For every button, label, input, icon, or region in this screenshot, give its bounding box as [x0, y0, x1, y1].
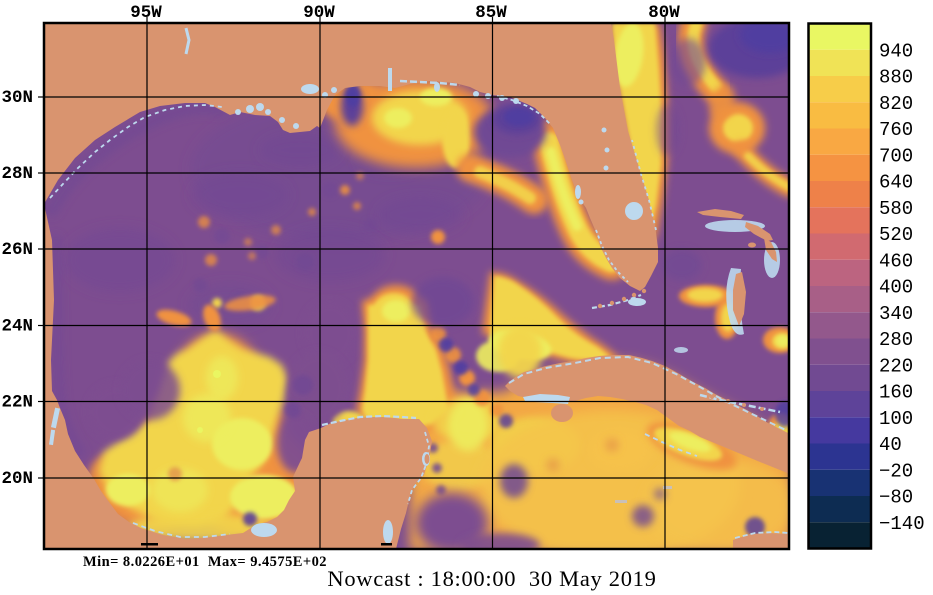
svg-text:26N: 26N [1, 240, 33, 260]
svg-text:22N: 22N [1, 393, 33, 413]
svg-text:40: 40 [879, 434, 902, 456]
svg-text:160: 160 [879, 382, 913, 404]
svg-text:820: 820 [879, 93, 913, 115]
svg-text:80W: 80W [648, 3, 680, 23]
svg-text:28N: 28N [1, 164, 33, 184]
svg-text:940: 940 [879, 40, 913, 62]
svg-text:220: 220 [879, 355, 913, 377]
svg-text:Min= 8.0226E+01 Max= 9.4575E+: Min= 8.0226E+01 Max= 9.4575E+02 [83, 554, 327, 570]
svg-text:700: 700 [879, 145, 913, 167]
svg-text:460: 460 [879, 250, 913, 272]
svg-text:95W: 95W [130, 3, 162, 23]
svg-text:280: 280 [879, 329, 913, 351]
svg-text:85W: 85W [475, 3, 507, 23]
svg-text:30N: 30N [1, 88, 33, 108]
svg-text:90W: 90W [303, 3, 335, 23]
svg-text:520: 520 [879, 224, 913, 246]
svg-text:340: 340 [879, 303, 913, 325]
svg-text:760: 760 [879, 119, 913, 141]
svg-text:580: 580 [879, 198, 913, 220]
svg-text:880: 880 [879, 67, 913, 89]
svg-text:400: 400 [879, 277, 913, 299]
svg-text:−140: −140 [879, 513, 925, 535]
svg-text:−80: −80 [879, 487, 913, 509]
svg-text:100: 100 [879, 408, 913, 430]
svg-text:24N: 24N [1, 317, 33, 337]
svg-text:Nowcast : 18:00:00 30 May 201: Nowcast : 18:00:00 30 May 2019 [327, 566, 656, 591]
svg-text:640: 640 [879, 172, 913, 194]
svg-text:20N: 20N [1, 469, 33, 489]
svg-text:−20: −20 [879, 460, 913, 482]
